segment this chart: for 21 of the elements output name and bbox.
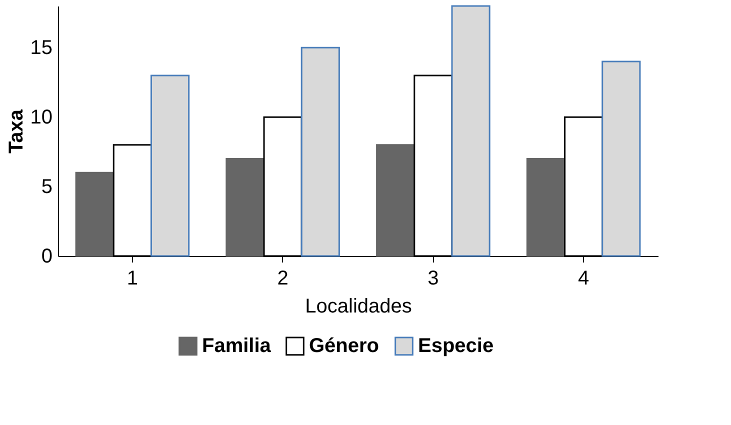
y-axis-title: Taxa [5, 108, 28, 154]
x-tick-label: 3 [428, 268, 439, 290]
y-tick-label: 15 [30, 37, 52, 60]
x-axis-title: Localidades [305, 296, 412, 318]
bar [451, 5, 490, 257]
bar [526, 158, 566, 257]
bar [226, 158, 265, 257]
x-tick-label: 4 [578, 268, 590, 290]
bar [376, 144, 416, 257]
legend-label: Familia [202, 335, 272, 358]
bar [300, 46, 340, 257]
legend-label: Especie [418, 335, 494, 358]
bar [150, 74, 190, 257]
y-tick-label: 10 [30, 106, 52, 129]
x-tick-label: 2 [277, 268, 288, 290]
x-tick-label: 1 [126, 268, 138, 290]
y-tick-label: 0 [41, 246, 52, 268]
legend-label: Género [309, 335, 380, 358]
bar [602, 60, 641, 257]
bar [75, 172, 114, 257]
y-tick-label: 5 [41, 176, 52, 198]
